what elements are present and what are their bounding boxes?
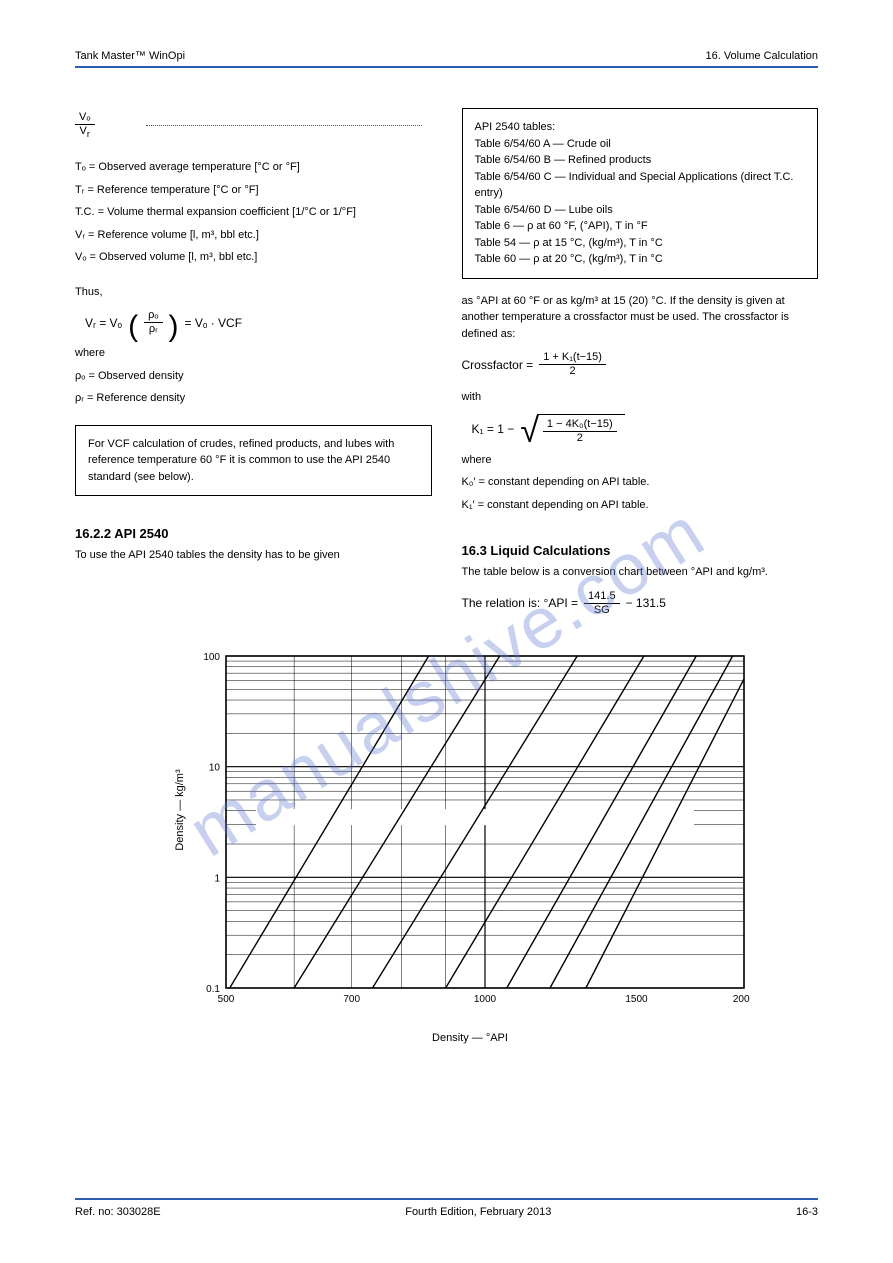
- where2-k1: K₁′ = constant depending on API table.: [462, 497, 819, 514]
- footer-right: 16-3: [796, 1206, 818, 1218]
- page-header: Tank Master™ WinOpi 16. Volume Calculati…: [75, 50, 818, 62]
- page-footer: Ref. no: 303028E Fourth Edition, Februar…: [75, 1198, 818, 1218]
- header-rule: [75, 66, 818, 68]
- svg-text:1000: 1000: [474, 994, 497, 1005]
- cf-den: 2: [570, 365, 576, 377]
- crossfactor-label: Crossfactor =: [462, 358, 534, 372]
- eq-api: The relation is: °API = 141.5 SG − 131.5: [462, 591, 819, 616]
- k1-num: 1 − 4K₀(t−15): [543, 419, 617, 432]
- svg-text:700: 700: [343, 994, 360, 1005]
- section-16-2-2-title: 16.2.2 API 2540: [75, 526, 432, 541]
- eq-crossfactor: Crossfactor = 1 + K₁(t−15) 2: [462, 352, 819, 377]
- with-label: with: [462, 389, 819, 406]
- svg-text:500: 500: [218, 994, 235, 1005]
- where-rho-r: ρᵣ = Reference density: [75, 390, 432, 407]
- var-tc: T.C. = Volume thermal expansion coeffici…: [75, 204, 432, 221]
- dotted-rule: [146, 125, 422, 126]
- k1-den: 2: [577, 432, 583, 444]
- eq-v-observed: Vₒ Vr: [75, 112, 432, 139]
- eq-vr-den: ρᵣ: [149, 323, 158, 335]
- where2-k0: K₀′ = constant depending on API table.: [462, 474, 819, 491]
- eq-vr-lhs: Vᵣ = Vₒ: [85, 316, 122, 330]
- footer-center: Fourth Edition, February 2013: [405, 1206, 551, 1218]
- chart-ylabel: Density — kg/m³: [174, 710, 186, 910]
- api-box-line-0: API 2540 tables:: [475, 119, 806, 136]
- var-vo: Vₒ = Observed volume [l, m³, bbl etc.]: [75, 249, 432, 266]
- svg-text:10: 10: [209, 762, 221, 773]
- where-label: where: [75, 345, 432, 362]
- footer-rule: [75, 1198, 818, 1200]
- svg-text:100: 100: [203, 652, 220, 663]
- left-column: Vₒ Vr Tₒ = Observed average temperature …: [75, 108, 432, 620]
- eq-vr-tail: = Vₒ · VCF: [185, 316, 243, 330]
- var-t-ref: Tᵣ = Reference temperature [°C or °F]: [75, 182, 432, 199]
- api-den: SG: [594, 604, 610, 616]
- eq-vo-den: Vr: [80, 125, 90, 139]
- cf-num: 1 + K₁(t−15): [539, 352, 606, 365]
- vcf-note-text: For VCF calculation of crudes, refined p…: [88, 438, 394, 483]
- api-tail: − 131.5: [626, 596, 666, 610]
- section-16-2-2-body: To use the API 2540 tables the density h…: [75, 547, 432, 564]
- svg-text:1500: 1500: [625, 994, 648, 1005]
- var-t-obs: Tₒ = Observed average temperature [°C or…: [75, 159, 432, 176]
- eq-vr-num: ρₒ: [144, 310, 162, 323]
- api-box-line-6: Table 54 — ρ at 15 °C, (kg/m³), T in °C: [475, 235, 806, 252]
- api-tables-box: API 2540 tables: Table 6/54/60 A — Crude…: [462, 108, 819, 279]
- chart-xlabel: Density — °API: [190, 1032, 750, 1044]
- vcf-note-box: For VCF calculation of crudes, refined p…: [75, 425, 432, 497]
- api-box-line-2: Table 6/54/60 B — Refined products: [475, 152, 806, 169]
- section-16-3-body: The table below is a conversion chart be…: [462, 564, 819, 581]
- api-box-line-1: Table 6/54/60 A — Crude oil: [475, 136, 806, 153]
- density-chart: Density — kg/m³ 0.1110100500700100015002…: [190, 650, 750, 1010]
- var-vr: Vᵣ = Reference volume [l, m³, bbl etc.]: [75, 227, 432, 244]
- header-right: 16. Volume Calculation: [705, 50, 818, 62]
- k1-lhs: K₁ = 1 −: [472, 422, 515, 436]
- thus-label: Thus,: [75, 284, 432, 301]
- eq-vo-lhs: Vₒ: [75, 112, 95, 125]
- api-num: 141.5: [584, 591, 620, 604]
- api-label: The relation is: °API =: [462, 596, 579, 610]
- svg-text:1: 1: [214, 873, 220, 884]
- section-16-3-title: 16.3 Liquid Calculations: [462, 543, 819, 558]
- where2-label: where: [462, 452, 819, 469]
- header-left: Tank Master™ WinOpi: [75, 50, 185, 62]
- api-box-line-5: Table 6 — ρ at 60 °F, (°API), T in °F: [475, 218, 806, 235]
- api-box-line-3: Table 6/54/60 C — Individual and Special…: [475, 169, 806, 202]
- right-body: as °API at 60 °F or as kg/m³ at 15 (20) …: [462, 293, 819, 343]
- api-box-line-7: Table 60 — ρ at 20 °C, (kg/m³), T in °C: [475, 251, 806, 268]
- right-column: API 2540 tables: Table 6/54/60 A — Crude…: [462, 108, 819, 620]
- where-rho-o: ρₒ = Observed density: [75, 368, 432, 385]
- eq-vr: Vᵣ = Vₒ ( ρₒ ρᵣ ) = Vₒ · VCF: [85, 310, 432, 335]
- chart-svg: 0.1110100500700100015002000: [190, 650, 750, 1010]
- footer-left: Ref. no: 303028E: [75, 1206, 161, 1218]
- eq-k1: K₁ = 1 − √ 1 − 4K₀(t−15) 2: [472, 414, 819, 444]
- svg-text:2000: 2000: [733, 994, 750, 1005]
- api-box-line-4: Table 6/54/60 D — Lube oils: [475, 202, 806, 219]
